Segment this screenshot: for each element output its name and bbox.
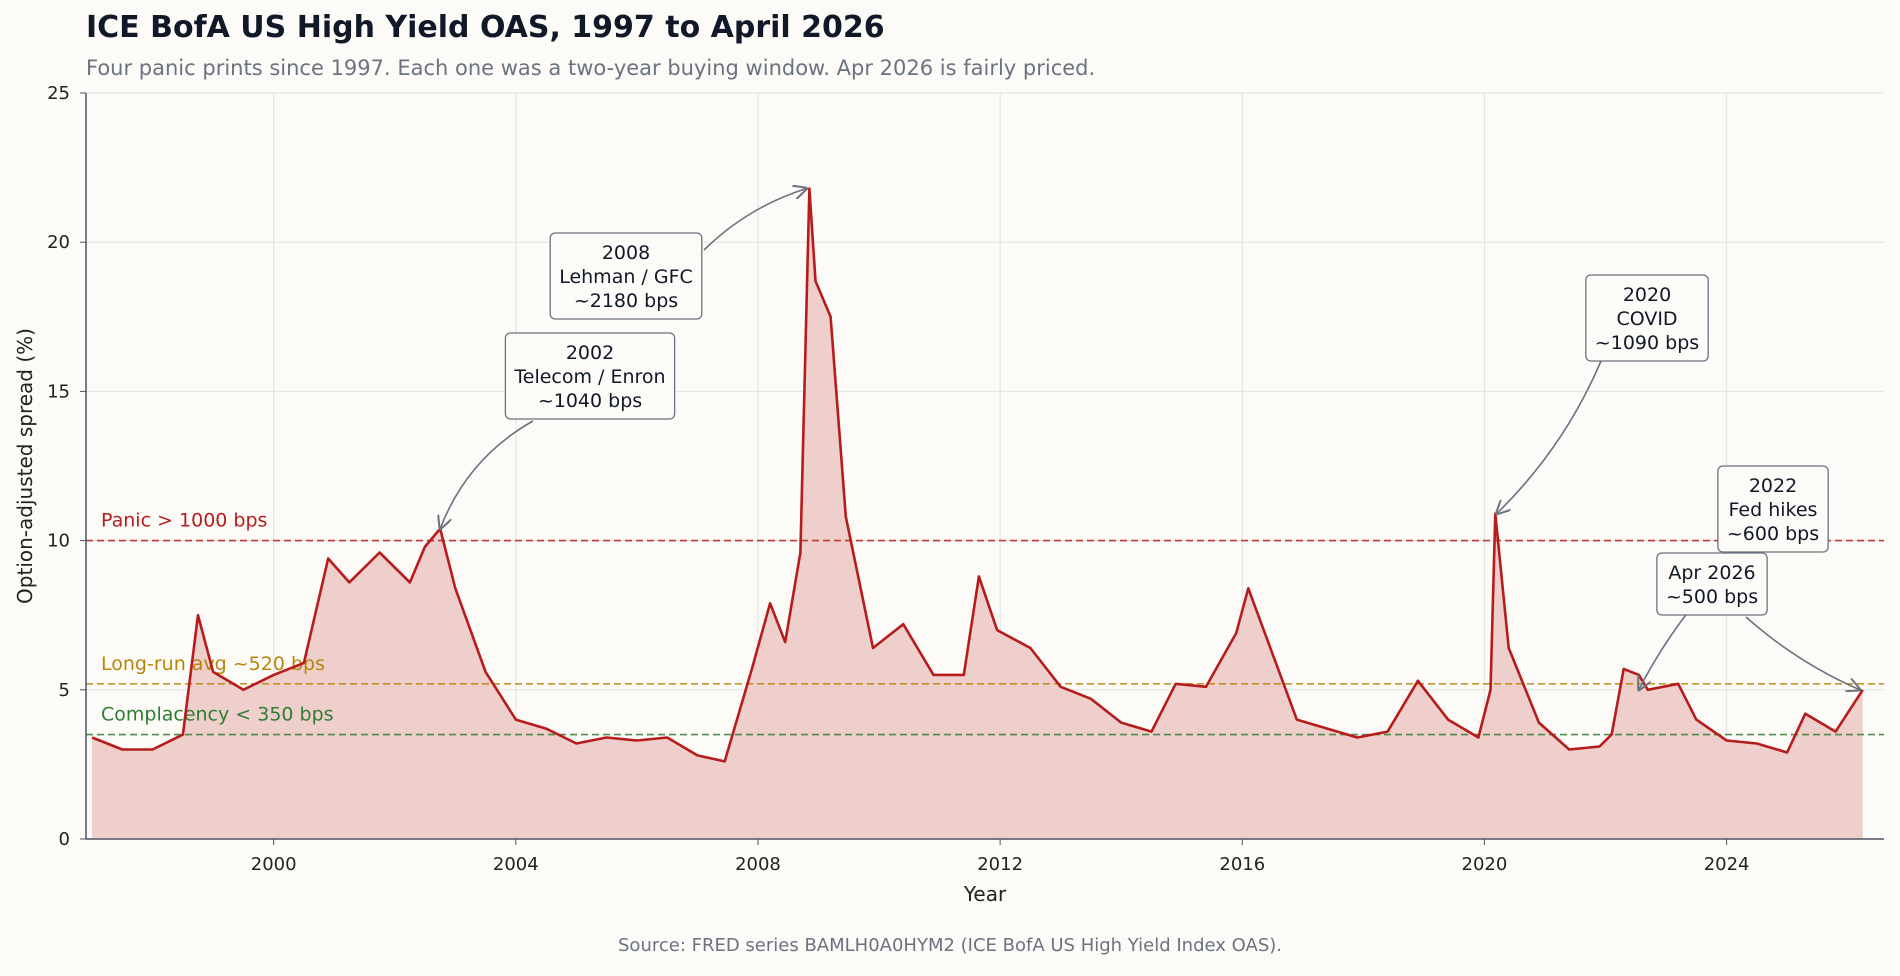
y-tick-label: 5 [59,680,70,701]
x-tick-label: 2024 [1704,854,1750,875]
axes [85,93,1884,840]
annotation-2022-text: Fed hikes [1729,499,1818,521]
annotation-2002-arrow [440,420,534,529]
y-tick-label: 0 [59,829,70,850]
annotation-2002-box [504,332,676,420]
annotation-2002-text: Telecom / Enron [513,366,665,388]
average-label: Long-run avg ~520 bps [101,653,325,675]
y-tick-label: 20 [47,232,70,253]
area-fill [92,188,1863,839]
annotation-2008-box [549,232,703,320]
annotation-2020-box [1585,274,1709,362]
chart-source: Source: FRED series BAMLH0A0HYM2 (ICE Bo… [618,935,1282,956]
annotation-2026: Apr 2026~500 bps [1656,552,1860,690]
y-axis-label: Option-adjusted spread (%) [13,328,37,604]
y-tick-label: 25 [47,83,70,104]
annotation-2022-arrow [1639,606,1693,690]
x-tick-label: 2016 [1219,854,1265,875]
reference-lines: Panic > 1000 bps Long-run avg ~520 bps Com… [86,510,1884,736]
annotation-2020-text: COVID [1616,308,1677,330]
panic-label: Panic > 1000 bps [101,510,267,532]
annotation-2026-box [1656,552,1768,616]
chart-subtitle: Four panic prints since 1997. Each one w… [86,56,1096,80]
annotation-2026-arrow [1745,616,1860,690]
annotation-2008-arrow [703,189,806,251]
y-tick-label: 10 [47,531,70,552]
annotation-2008-text: Lehman / GFC [559,266,693,288]
complacency-label: Complacency < 350 bps [101,704,334,726]
annotation-2020-arrow [1497,360,1602,514]
annotation-2022-text: ~600 bps [1727,523,1819,545]
y-tick-label: 15 [47,381,70,402]
chart-title: ICE BofA US High Yield OAS, 1997 to Apri… [86,10,885,45]
annotation-2026-text: Apr 2026 [1668,562,1755,584]
annotation-2002-text: 2002 [566,342,614,364]
annotation-2022-text: 2022 [1749,475,1797,497]
x-tick-label: 2020 [1462,854,1508,875]
x-axis-label: Year [963,882,1007,906]
annotation-2008-text: 2008 [602,242,650,264]
annotation-2008-text: ~2180 bps [574,290,678,312]
x-tick-label: 2000 [251,854,297,875]
x-tick-label: 2012 [977,854,1023,875]
annotation-2020-text: 2020 [1623,284,1671,306]
annotation-2026-text: ~500 bps [1666,586,1758,608]
annotation-2022-box [1717,465,1829,553]
annotation-2020-text: ~1090 bps [1595,332,1699,354]
x-tick-label: 2004 [493,854,539,875]
x-tick-label: 2008 [735,854,781,875]
tick-labels: 2000 2004 2008 2012 2016 2020 2024 0 5 10 15 20 25 [47,83,1749,875]
annotation-2002-text: ~1040 bps [538,390,642,412]
series-line [91,187,1864,763]
